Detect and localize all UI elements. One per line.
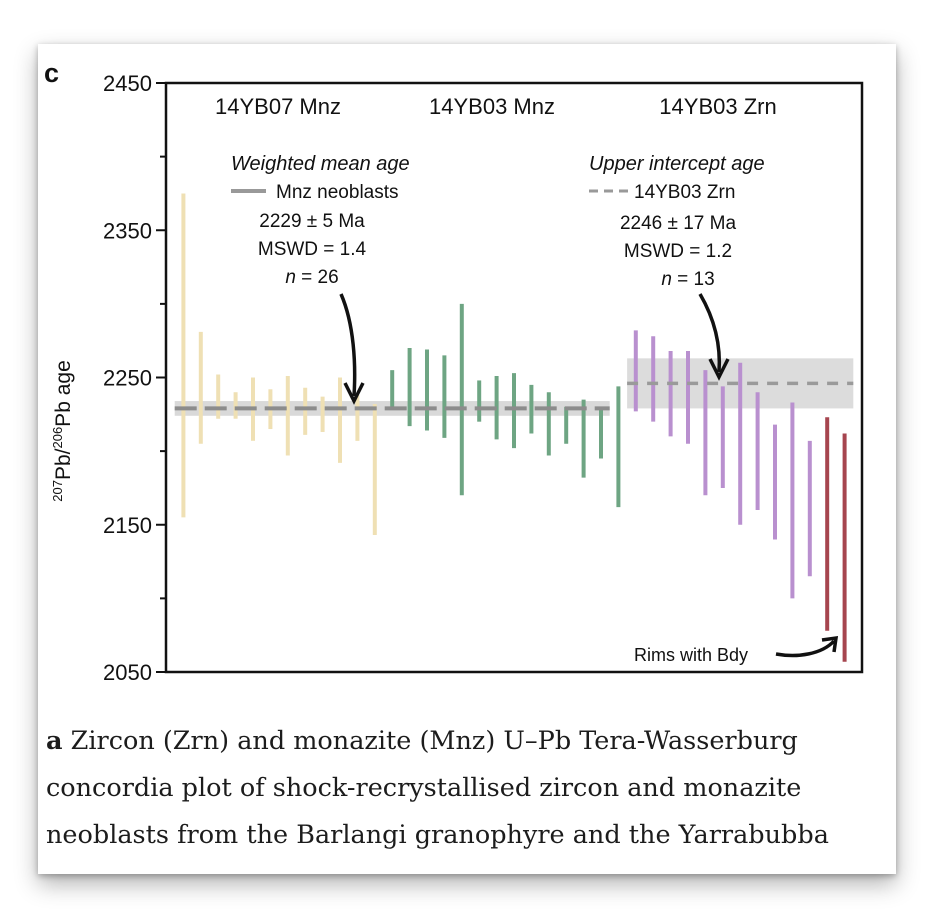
rims-annotation: Rims with Bdy (634, 645, 748, 665)
y-label-part-2: Pb age (52, 360, 75, 427)
upper-intercept-arrow (698, 293, 722, 373)
weighted-mean-n-label: n (285, 267, 296, 288)
plot-frame (164, 81, 864, 674)
y-label-sup-2: 206 (50, 427, 65, 449)
rims-arrowhead (821, 635, 839, 653)
group-title-1: 14YB07 Mnz (215, 94, 341, 119)
upper-intercept-arrowhead (708, 358, 730, 381)
group-title-3: 14YB03 Zrn (659, 94, 776, 119)
weighted-mean-legend: Mnz neoblasts (276, 182, 399, 203)
upper-intercept-n-label: n (661, 269, 672, 290)
panel-label: c (44, 58, 59, 88)
upper-intercept-mswd: MSWD = 1.2 (624, 241, 732, 262)
upper-intercept-age: 2246 ± 17 Ma (620, 213, 736, 234)
figure-caption: a Zircon (Zrn) and monazite (Mnz) U–Pb T… (46, 718, 892, 859)
weighted-mean-age: 2229 ± 5 Ma (259, 211, 365, 232)
weighted-mean-mswd: MSWD = 1.4 (258, 239, 367, 260)
upper-intercept-n-value: = 13 (677, 269, 715, 290)
y-label-sup-1: 207 (50, 480, 65, 502)
caption-text: Zircon (Zrn) and monazite (Mnz) U–Pb Ter… (46, 726, 829, 850)
y-tick-label: 2150 (103, 513, 152, 538)
y-tick-label: 2450 (103, 71, 152, 96)
group-title-2: 14YB03 Mnz (429, 94, 555, 119)
weighted-mean-title: Weighted mean age (231, 153, 410, 175)
figure-card: c 207Pb/206Pb age 2050 2150 2250 2350 2450 1… (38, 44, 896, 874)
upper-intercept-n: n = 13 (661, 269, 714, 290)
weighted-mean-n: n = 26 (285, 267, 338, 288)
y-tick-label: 2250 (103, 366, 152, 391)
weighted-mean-n-value: = 26 (301, 267, 339, 288)
y-label-part-1: Pb/ (52, 448, 75, 480)
y-axis-label: 207Pb/206Pb age (50, 360, 75, 502)
upper-intercept-legend: 14YB03 Zrn (634, 182, 735, 203)
weighted-mean-arrow (339, 293, 357, 397)
y-tick-label: 2050 (103, 660, 152, 685)
caption-bold-label: a (46, 726, 63, 756)
chart: c 207Pb/206Pb age 2050 2150 2250 2350 2450 1… (44, 58, 864, 685)
weighted-mean-arrowhead (343, 382, 365, 405)
upper-intercept-title: Upper intercept age (589, 153, 765, 175)
y-tick-label: 2350 (103, 218, 152, 243)
rims-arrow (775, 639, 836, 658)
